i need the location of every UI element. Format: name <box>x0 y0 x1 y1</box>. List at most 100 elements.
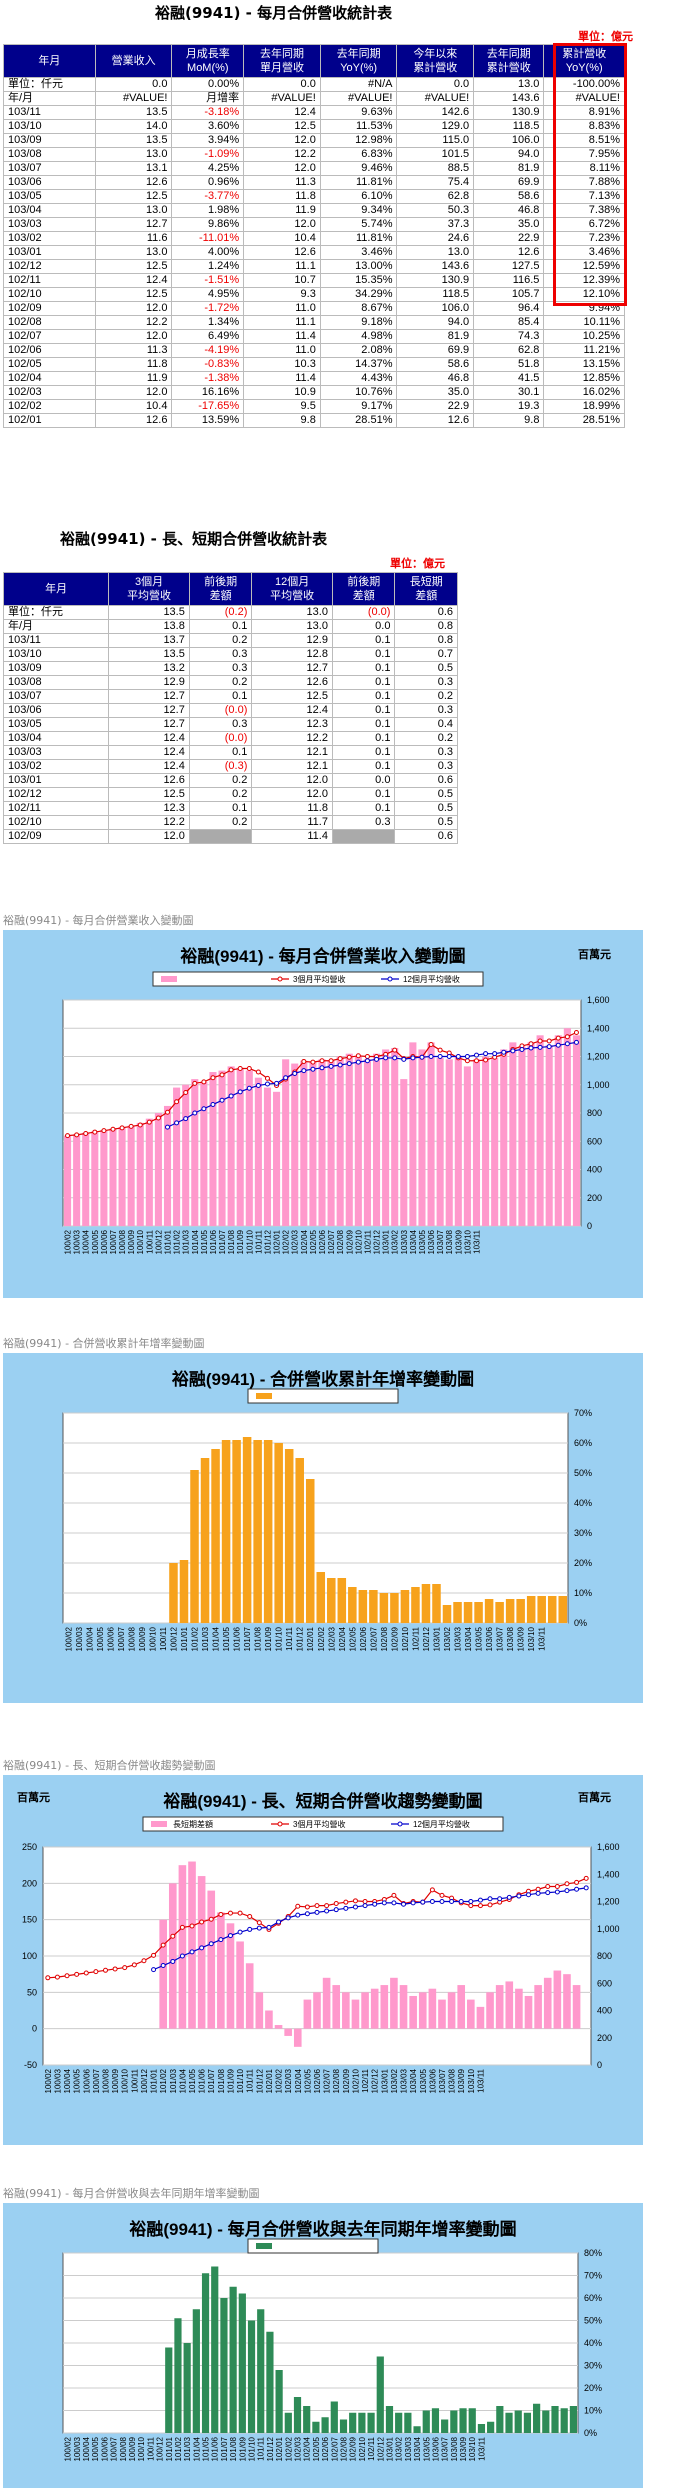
x-tick-label: 102/08 <box>336 1229 345 1254</box>
x-tick-label: 103/03 <box>400 1229 409 1254</box>
monthly-revenue-table: 年月 營業收入 月成長率 MoM(%) 去年同期 單月營收 去年同期 YoY(%) 今年以來 累計… <box>3 44 625 428</box>
revenue-bar <box>482 1056 490 1226</box>
y-tick-label: 1,400 <box>587 1023 610 1033</box>
avg12-line-point <box>228 1093 234 1099</box>
avg3-line-point <box>255 1069 261 1075</box>
revenue-bar <box>354 1056 362 1226</box>
avg12-line-point <box>346 1061 352 1067</box>
avg12-line-point <box>487 1896 493 1902</box>
header-cell: 去年同期 YoY(%) <box>319 44 398 78</box>
cumulative-yoy-highlight <box>553 43 627 306</box>
table-cell: 102/01 <box>3 413 96 428</box>
table-cell: -3.77% <box>171 189 245 204</box>
chart2-title: 裕融(9941) - 合併營收累計年增率變動圖 <box>171 1370 475 1389</box>
x-tick-label: 100/07 <box>92 2068 101 2093</box>
revenue-bar <box>118 1127 126 1226</box>
table-cell: #N/A <box>319 77 398 92</box>
table-cell: 0.6 <box>394 773 458 788</box>
table-row: 103/04 13.0 1.98% 11.9 9.34% 50.3 46.8 7.38% <box>3 203 625 218</box>
x-tick-label: 100/03 <box>75 1626 84 1651</box>
table-cell: 0.2 <box>394 731 458 746</box>
x-tick-label: 103/09 <box>454 1229 463 1254</box>
x-tick-label: 101/01 <box>180 1626 189 1651</box>
table-cell: 12.2 <box>94 315 173 330</box>
table-cell: 11.8 <box>243 189 321 204</box>
x-tick-label: 102/04 <box>294 2068 303 2093</box>
table-cell: 0.1 <box>331 633 396 648</box>
table-cell: 130.9 <box>473 105 545 120</box>
x-tick-label: 101/11 <box>254 1229 263 1253</box>
x-tick-label: 101/04 <box>178 2068 187 2093</box>
avg12-line-point <box>583 1885 589 1891</box>
table-cell: 8.67% <box>319 301 398 316</box>
avg12-line-point <box>160 1963 166 1969</box>
y-tick-label: 600 <box>587 1136 602 1146</box>
table-cell: 103/08 <box>3 147 96 162</box>
y-tick-label: 50 <box>27 1987 37 1997</box>
y-tick-label: 200 <box>587 1193 602 1203</box>
avg3-line-point <box>583 1875 589 1881</box>
avg3-line-point <box>468 1903 474 1909</box>
yoy-bar <box>533 2403 541 2433</box>
table-cell: 102/08 <box>3 315 96 330</box>
x-tick-label: 100/04 <box>82 1229 91 1254</box>
table-row: 103/07 12.7 0.1 12.5 0.1 0.2 <box>2 689 458 704</box>
table-cell: 12.0 <box>94 329 173 344</box>
yoy-bar <box>505 2412 513 2433</box>
table-cell: -4.19% <box>171 343 245 358</box>
table-cell: (0.0) <box>188 731 253 746</box>
table-row: 年/月 13.8 0.1 13.0 0.0 0.8 <box>2 619 458 634</box>
table-row: 102/02 10.4 -17.65% 9.5 9.17% 22.9 19.3 18.99% <box>3 399 625 414</box>
x-tick-label: 102/10 <box>358 2436 367 2461</box>
diff-bar <box>226 1923 235 2029</box>
x-tick-label: 102/02 <box>282 1229 291 1254</box>
revenue-bar <box>454 1056 462 1226</box>
revenue-bar <box>273 1091 281 1226</box>
cumulative-yoy-bar <box>432 1584 441 1623</box>
table-cell: 102/12 <box>3 259 96 274</box>
table-cell: 11.4 <box>243 329 321 344</box>
table-cell: 12.0 <box>243 161 321 176</box>
y-tick-label: -50 <box>24 2060 37 2070</box>
table-cell: 單位：仟元 <box>2 605 110 620</box>
diff-bar <box>332 1985 341 2029</box>
avg12-line-point <box>519 1046 525 1052</box>
avg3-line-point <box>310 1059 316 1065</box>
x-tick-label: 100/09 <box>138 1626 147 1651</box>
table-cell: (0.0) <box>331 605 396 620</box>
x-tick-label: 103/06 <box>428 2068 437 2093</box>
table-cell: 94.0 <box>396 315 475 330</box>
x-tick-label: 101/05 <box>188 2068 197 2093</box>
x-tick-label: 100/08 <box>119 2436 128 2461</box>
diff-bar <box>351 1999 360 2029</box>
table-cell: 9.34% <box>319 203 398 218</box>
avg3-line-point <box>429 1887 435 1893</box>
legend-swatch <box>397 1821 403 1827</box>
table-cell: 94.0 <box>473 147 545 162</box>
avg12-line-point <box>208 1941 214 1947</box>
y-tick-label: 1,400 <box>597 1869 620 1879</box>
cumulative-yoy-bar <box>211 1449 220 1623</box>
x-tick-label: 102/04 <box>338 1626 347 1651</box>
diff-bar <box>313 1992 321 2029</box>
x-tick-label: 101/01 <box>150 2068 159 2093</box>
avg12-line-point <box>392 1055 398 1061</box>
revenue-bar <box>200 1081 208 1226</box>
table-row: 103/03 12.4 0.1 12.1 0.1 0.3 <box>2 745 458 760</box>
table-cell: 0.5 <box>394 787 458 802</box>
x-tick-label: 103/02 <box>390 2068 399 2093</box>
header-cell: 3個月 平均營收 <box>108 572 190 606</box>
section1-label: 裕融(9941) - 每月合併營業收入變動圖 <box>3 914 194 927</box>
table-cell: 0.1 <box>331 801 396 816</box>
avg12-line-point <box>218 1937 224 1943</box>
cumulative-yoy-bar <box>411 1587 420 1623</box>
avg3-line-point <box>256 1920 262 1926</box>
avg12-line <box>153 1887 587 1971</box>
avg12-line-point <box>537 1044 543 1050</box>
avg12-line-point <box>304 1911 310 1917</box>
table-row: 103/06 12.6 0.96% 11.3 11.81% 75.4 69.9 7.88% <box>3 175 625 190</box>
legend-label: 12個月平均營收 <box>413 1819 470 1829</box>
avg3-line-point <box>333 1901 339 1907</box>
revenue-bar <box>227 1066 235 1226</box>
revenue-bar <box>263 1087 272 1226</box>
